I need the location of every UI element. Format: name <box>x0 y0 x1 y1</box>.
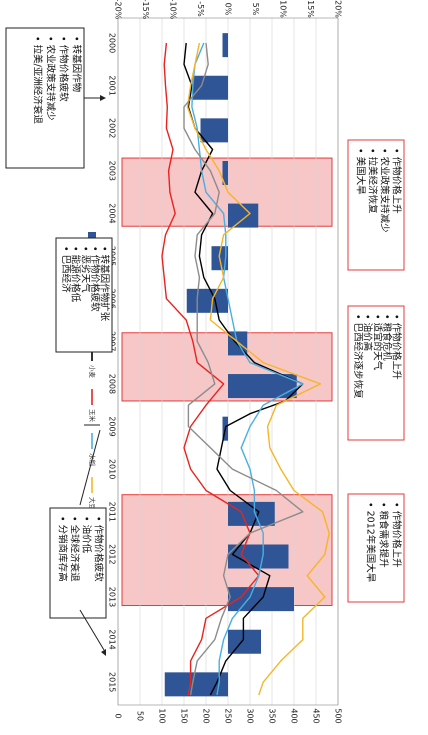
annotation-item: • 恶劣天气 <box>79 246 91 293</box>
year-tick-label: 2010 <box>108 459 117 479</box>
left-axis-tick-label: 50 <box>136 711 145 721</box>
right-axis-tick-label: -20% <box>114 0 123 20</box>
annotation-item: • 作物价格疲软 <box>58 36 70 102</box>
annotation-item: • 农业政策支持减少 <box>379 148 391 233</box>
annotation-arrow-head <box>100 95 106 101</box>
left-axis-tick-label: 500 <box>334 708 343 723</box>
right-axis-tick-label: -10% <box>169 0 178 20</box>
plot-border <box>117 17 339 706</box>
year-tick-label: 2003 <box>108 161 117 181</box>
annotation-item: • 作物价格上升 <box>391 314 403 380</box>
left-axis-tick-label: 350 <box>268 708 277 723</box>
annotation-box-3: • 作物价格上升• 粮食危机• 适宜的天气• 油价高• 巴西经济逐步恢复 <box>347 305 405 441</box>
annotation-frame <box>55 237 113 353</box>
annotation-item: • 分销商库存高 <box>57 516 69 582</box>
annotation-item: • 作物价格上升 <box>391 148 403 214</box>
annotation-arrow <box>79 609 105 651</box>
right-axis-tick-label: 20% <box>334 0 343 18</box>
legend-entry: 大豆 <box>88 477 97 511</box>
annotation-box-2: • 转基因作物扩张• 作物价格疲软• 恶劣天气• 能源价格低• 巴西经济 <box>55 237 113 353</box>
right-axis-tick-label: 0% <box>224 3 233 16</box>
annotation-item: • 粮食需求提升 <box>378 502 390 568</box>
left-axis-tick-label: 100 <box>158 708 167 723</box>
annotation-item: • 农业政策支持减少 <box>45 36 57 121</box>
left-axis-tick-label: 250 <box>224 708 233 723</box>
bar-2014 <box>228 629 261 654</box>
annotation-item: • 巴西经济逐步恢复 <box>352 314 364 399</box>
annotation-box-5: • 作物价格疲软• 油价低• 全球经济衰退• 分销商库存高 <box>49 507 107 619</box>
year-tick-label: 2001 <box>108 75 117 95</box>
annotation-item: • 2012年美国大旱 <box>365 502 377 583</box>
annotation-frame <box>347 493 405 603</box>
annotation-item: • 巴西经济 <box>60 246 72 293</box>
bar-2001 <box>192 75 228 100</box>
left-axis-tick-label: 200 <box>202 708 211 723</box>
annotation-box-1: • 作物价格上升• 农业政策支持减少• 拉美经济恢复• 美国大旱 <box>347 139 405 271</box>
series-line-玉米 <box>161 42 260 696</box>
bar-2002 <box>200 118 228 143</box>
year-tick-label: 2000 <box>108 33 117 53</box>
legend-label: 玉米 <box>88 409 97 423</box>
annotation-item: • 全球经济衰退 <box>69 516 81 582</box>
annotation-item: • 转基因作物 <box>71 36 83 93</box>
series-line-水稻 <box>191 42 304 696</box>
annotation-item: • 油价低 <box>81 516 93 554</box>
year-tick-label: 2015 <box>108 672 117 692</box>
year-tick-label: 2013 <box>108 587 117 607</box>
annotation-item: • 粮食危机 <box>381 314 393 361</box>
year-tick-label: 2014 <box>108 629 117 649</box>
annotation-item: • 作物价格疲软 <box>93 516 105 582</box>
left-axis-tick-label: 400 <box>290 708 299 723</box>
highlight-period-layer <box>121 157 333 607</box>
annotation-item: • 美国大旱 <box>355 148 367 195</box>
series-line-棉花 <box>183 42 304 696</box>
year-tick-label: 2002 <box>108 118 117 138</box>
year-tick-label: 2012 <box>108 544 117 564</box>
bar-2006 <box>186 288 228 313</box>
year-tick-label: 2008 <box>108 374 117 394</box>
annotation-item: • 拉美经济恢复 <box>367 148 379 214</box>
bar-2003 <box>222 160 228 185</box>
legend-entry: 玉米 <box>88 389 97 423</box>
annotation-frame <box>5 27 85 169</box>
annotation-frame <box>347 139 405 271</box>
legend-label: 小麦 <box>88 365 97 379</box>
series-line-大豆 <box>186 42 330 696</box>
annotation-item: • 能源价格低 <box>70 246 82 303</box>
annotation-frame <box>49 507 107 619</box>
right-axis-tick-label: 15% <box>306 0 315 18</box>
right-axis-tick-label: 5% <box>251 3 260 16</box>
annotation-layer: • 转基因作物• 作物价格疲软• 农业政策支持减少• 拉美/亚洲经济衰退• 作物… <box>5 27 405 656</box>
annotation-item: • 作物价格上升 <box>391 502 403 568</box>
right-axis-tick-label: -5% <box>196 1 205 17</box>
annotation-item: • 作物价格疲软 <box>89 246 101 312</box>
year-tick-label: 2011 <box>108 502 117 522</box>
left-axis-tick-label: 150 <box>180 708 189 723</box>
legend-label: 大豆 <box>88 497 97 511</box>
right-axis-tick-label: -15% <box>141 0 150 20</box>
annotation-item: • 适宜的天气 <box>371 314 383 371</box>
bar-2000 <box>222 33 228 58</box>
left-axis-tick-label: 300 <box>246 708 255 723</box>
annotation-box-4: • 作物价格上升• 粮食需求提升• 2012年美国大旱 <box>347 493 405 603</box>
annotation-item: • 拉美/亚洲经济衰退 <box>32 36 44 124</box>
year-tick-label: 2009 <box>108 416 117 436</box>
line-series-layer <box>161 42 330 696</box>
highlight-period-1 <box>121 332 333 402</box>
left-axis-tick-label: 450 <box>312 708 321 723</box>
annotation-frame <box>347 305 405 441</box>
annotation-item: • 油价高 <box>362 314 374 351</box>
right-axis-tick-label: 10% <box>279 0 288 18</box>
annotation-arrow-head <box>101 649 106 656</box>
annotation-box-0: • 转基因作物• 作物价格疲软• 农业政策支持减少• 拉美/亚洲经济衰退 <box>5 27 85 169</box>
annotation-item: • 转基因作物扩张 <box>99 246 111 322</box>
left-axis-tick-label: 0 <box>114 713 123 718</box>
annotation-arrow <box>79 429 101 506</box>
year-tick-label: 2004 <box>108 203 117 223</box>
legend-swatch <box>88 232 96 240</box>
